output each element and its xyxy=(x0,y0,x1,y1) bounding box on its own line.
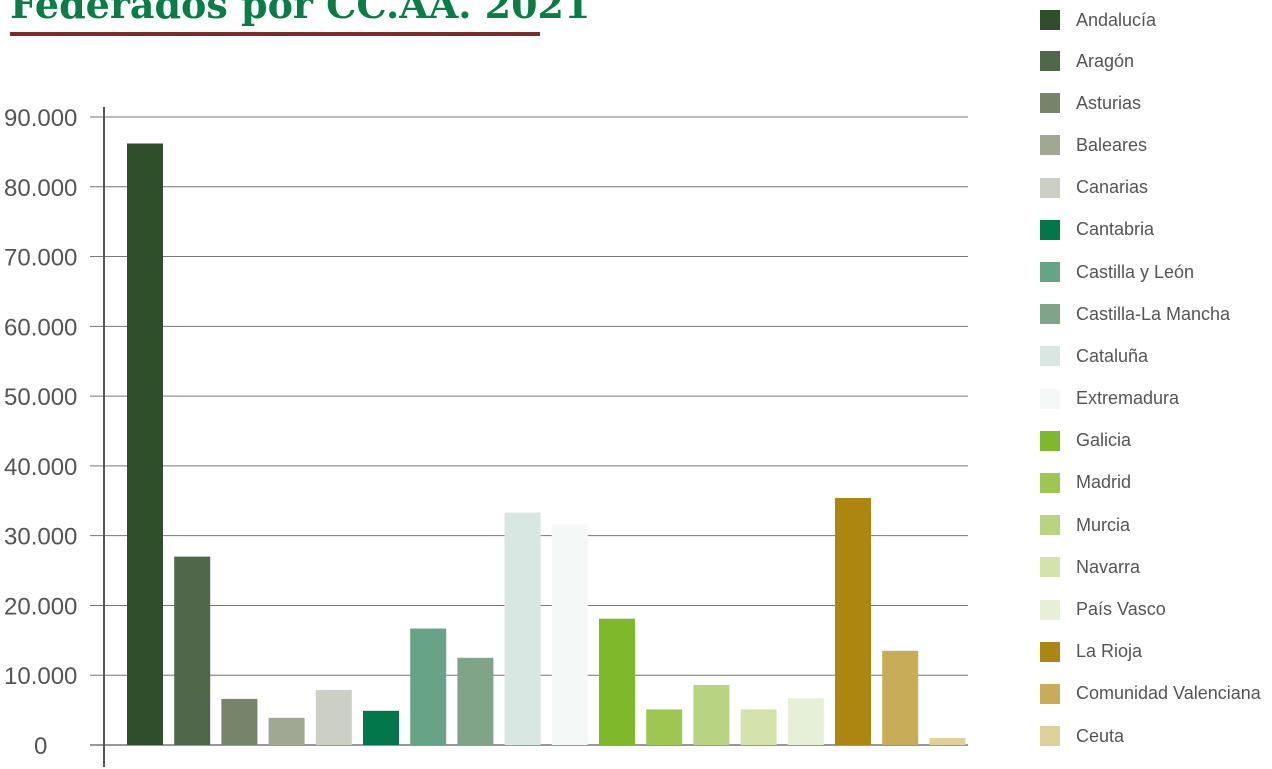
legend-swatch xyxy=(1040,346,1060,367)
legend-item: Navarra xyxy=(1040,546,1261,588)
legend-item: Andalucía xyxy=(1040,0,1261,40)
legend-swatch xyxy=(1040,177,1060,198)
y-tick-label: 30.000 xyxy=(4,524,77,551)
bar-asturias xyxy=(221,698,258,745)
bar-país-vasco xyxy=(787,698,824,745)
y-tick-label: 20.000 xyxy=(4,593,77,620)
legend-label: Andalucía xyxy=(1076,9,1157,30)
legend-swatch xyxy=(1040,726,1060,747)
legend: Andalucía Aragón Asturias Baleares Canarias C… xyxy=(1040,0,1261,757)
bar-la-rioja xyxy=(835,498,871,745)
bar-cataluña xyxy=(504,512,541,745)
y-tick-label: 0 xyxy=(34,733,47,760)
legend-item: Cataluña xyxy=(1040,335,1261,377)
legend-swatch xyxy=(1040,262,1060,283)
legend-label: Comunidad Valenciana xyxy=(1076,683,1261,704)
legend-item: Aragón xyxy=(1040,40,1261,82)
y-tick-label: 10.000 xyxy=(4,663,77,690)
bar-castilla-y-león xyxy=(410,628,447,745)
legend-item: Cantabria xyxy=(1040,209,1261,251)
legend-label: Castilla-La Mancha xyxy=(1076,303,1231,324)
legend-swatch xyxy=(1040,430,1060,451)
legend-swatch xyxy=(1040,219,1060,240)
legend-item: País Vasco xyxy=(1040,588,1261,630)
legend-item: Canarias xyxy=(1040,167,1261,209)
bar-castilla-la-mancha xyxy=(457,657,494,745)
legend-item: Castilla-La Mancha xyxy=(1040,293,1261,335)
legend-label: Navarra xyxy=(1076,556,1141,577)
legend-item: La Rioja xyxy=(1040,631,1261,673)
legend-swatch xyxy=(1040,557,1060,578)
legend-label: Galicia xyxy=(1076,430,1132,451)
legend-label: Extremadura xyxy=(1076,388,1180,409)
legend-label: Asturias xyxy=(1076,92,1142,113)
legend-item: Ceuta xyxy=(1040,715,1261,757)
y-tick-label: 80.000 xyxy=(4,175,77,202)
bar-andalucía xyxy=(127,143,163,745)
title-underline xyxy=(10,32,540,36)
legend-item: Comunidad Valenciana xyxy=(1040,673,1261,715)
gridlines xyxy=(90,116,968,746)
legend-item: Extremadura xyxy=(1040,378,1261,420)
legend-swatch xyxy=(1040,515,1060,536)
legend-label: Canarias xyxy=(1076,177,1149,198)
legend-item: Murcia xyxy=(1040,504,1261,546)
legend-swatch xyxy=(1040,599,1060,620)
legend-label: La Rioja xyxy=(1076,641,1143,662)
legend-swatch xyxy=(1040,472,1060,493)
legend-swatch xyxy=(1040,683,1060,704)
chart-title: Federados por CC.AA. 2021 xyxy=(10,0,591,27)
y-tick-label: 60.000 xyxy=(4,314,77,341)
bar-ceuta xyxy=(929,738,966,745)
legend-label: Baleares xyxy=(1076,134,1148,155)
legend-item: Baleares xyxy=(1040,124,1261,166)
legend-swatch xyxy=(1040,388,1060,409)
legend-label: Murcia xyxy=(1076,514,1131,535)
legend-label: Ceuta xyxy=(1076,725,1125,746)
legend-label: Cataluña xyxy=(1076,345,1149,366)
y-axis-ticks: 0 10.000 20.000 30.000 40.000 50.000 60.000 70.… xyxy=(4,105,77,760)
bar-galicia xyxy=(599,618,635,745)
legend-swatch xyxy=(1040,135,1060,156)
bar-canarias xyxy=(315,689,352,745)
legend-item: Madrid xyxy=(1040,462,1261,504)
bar-cantabria xyxy=(363,710,399,745)
bars xyxy=(127,143,966,745)
legend-swatch xyxy=(1040,641,1060,662)
bar-navarra xyxy=(740,709,777,745)
bar-extremadura xyxy=(551,524,588,745)
legend-item: Castilla y León xyxy=(1040,251,1261,293)
y-tick-label: 90.000 xyxy=(4,105,77,132)
legend-swatch xyxy=(1040,51,1060,72)
legend-label: Aragón xyxy=(1076,50,1135,71)
legend-swatch xyxy=(1040,10,1060,30)
bar-chart: 0 10.000 20.000 30.000 40.000 50.000 60.000 70.… xyxy=(4,105,968,767)
y-tick-label: 50.000 xyxy=(4,384,77,411)
legend-swatch xyxy=(1040,93,1060,114)
y-tick-label: 40.000 xyxy=(4,454,77,481)
legend-swatch xyxy=(1040,304,1060,325)
bar-aragón xyxy=(174,556,211,745)
y-tick-label: 70.000 xyxy=(4,245,77,272)
bar-murcia xyxy=(693,685,730,745)
legend-label: País Vasco xyxy=(1076,599,1166,620)
legend-label: Castilla y León xyxy=(1076,261,1195,282)
legend-item: Asturias xyxy=(1040,82,1261,124)
legend-item: Galicia xyxy=(1040,420,1261,462)
bar-madrid xyxy=(646,709,683,745)
legend-label: Madrid xyxy=(1076,472,1132,493)
legend-label: Cantabria xyxy=(1076,219,1155,240)
bar-baleares xyxy=(268,717,305,745)
bar-comunidad-valenciana xyxy=(882,650,919,745)
